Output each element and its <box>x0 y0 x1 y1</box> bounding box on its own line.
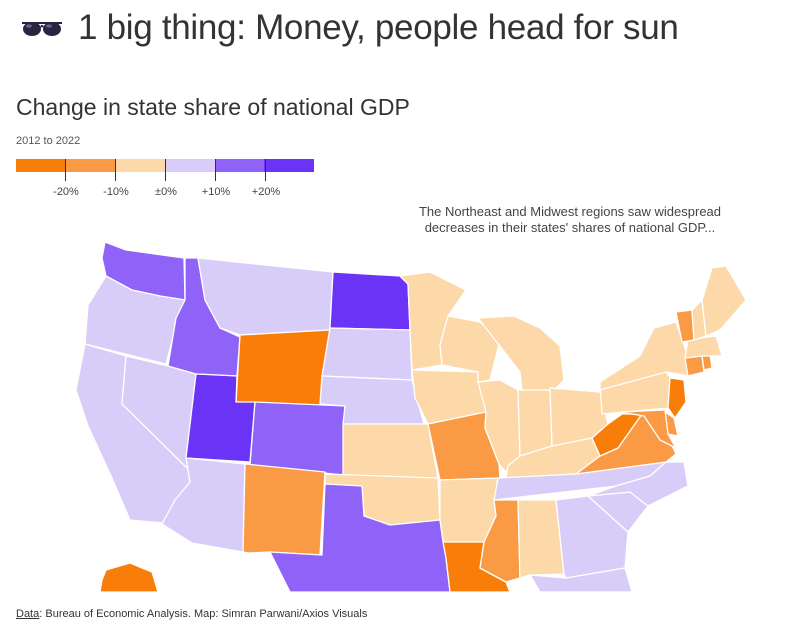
state-ND <box>329 271 411 331</box>
legend-label: +10% <box>201 186 231 198</box>
legend-tick <box>215 159 216 181</box>
legend-label: -20% <box>53 186 79 198</box>
legend-label: +20% <box>251 186 281 198</box>
legend-tick <box>265 159 266 181</box>
state-NC <box>587 461 689 507</box>
map-annotation: The Northeast and Midwest regions saw wi… <box>418 204 722 235</box>
map-subtitle: 2012 to 2022 <box>16 135 81 147</box>
legend-tick <box>165 159 166 181</box>
state-NM <box>242 463 326 556</box>
state-MI <box>477 315 565 397</box>
state-MA <box>684 335 723 359</box>
state-MT <box>197 257 334 336</box>
state-FL <box>529 567 633 593</box>
source-credit: Data: Bureau of Economic Analysis. Map: … <box>16 608 367 620</box>
legend-swatch <box>16 159 66 172</box>
state-CT <box>684 355 705 377</box>
map-title: Change in state share of national GDP <box>16 94 410 120</box>
legend-tick <box>65 159 66 181</box>
story-headline: 1 big thing: Money, people head for sun <box>20 6 679 50</box>
state-CO <box>249 401 346 476</box>
legend-swatch <box>264 159 315 172</box>
legend-tick <box>115 159 116 181</box>
legend-ticks <box>16 159 314 181</box>
source-text: : Bureau of Economic Analysis. Map: Simr… <box>39 608 368 620</box>
legend-swatch <box>65 159 116 172</box>
legend-color-scale <box>16 159 315 172</box>
state-AK <box>99 562 159 593</box>
legend-swatch <box>115 159 166 172</box>
state-ME <box>701 265 747 337</box>
sunglasses-icon <box>22 22 62 36</box>
legend-labels: -20% -10% ±0% +10% +20% <box>16 186 314 200</box>
state-AL <box>517 499 565 579</box>
legend-label: ±0% <box>155 186 177 198</box>
state-IN <box>517 389 553 457</box>
legend-swatch <box>165 159 215 172</box>
state-IL <box>477 379 521 473</box>
state-MD <box>619 409 677 449</box>
legend-swatch <box>214 159 265 172</box>
legend-label: -10% <box>103 186 129 198</box>
state-KS <box>342 423 439 479</box>
headline-text: 1 big thing: Money, people head for sun <box>78 8 679 47</box>
state-NJ <box>667 377 687 419</box>
state-SD <box>321 327 413 381</box>
state-WY <box>235 329 331 407</box>
data-source-link[interactable]: Data <box>16 608 40 620</box>
